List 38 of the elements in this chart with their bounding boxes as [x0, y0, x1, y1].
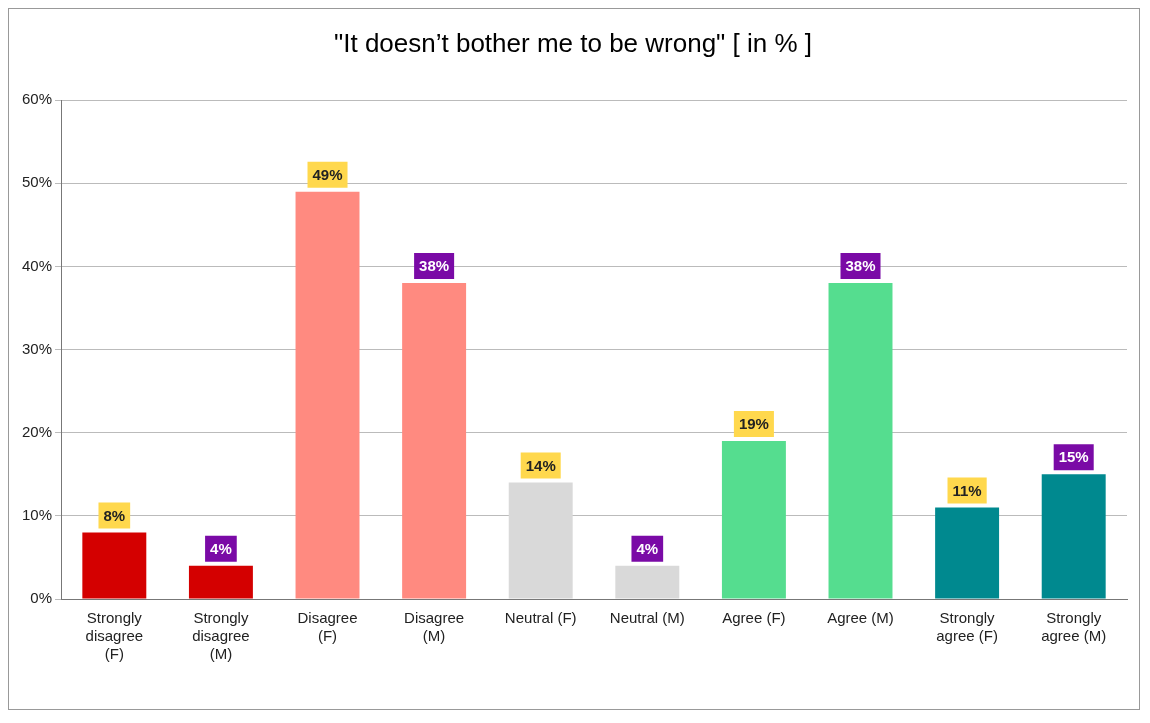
y-tick-label: 50% — [21, 173, 53, 191]
bar — [1041, 474, 1106, 599]
x-tick-label: Disagree (F) — [297, 609, 358, 645]
data-label: 49% — [312, 165, 343, 183]
bar — [935, 507, 1000, 599]
bar — [508, 482, 573, 599]
bar — [402, 283, 467, 599]
bar — [82, 532, 147, 599]
bar — [721, 441, 786, 599]
y-tick-label: 20% — [21, 422, 53, 440]
x-tick-label: Agree (F) — [722, 609, 786, 627]
data-label: 11% — [952, 481, 982, 499]
data-label: 8% — [103, 506, 126, 524]
data-label: 19% — [738, 415, 769, 433]
y-tick-label: 30% — [21, 339, 53, 357]
bar — [188, 565, 253, 599]
x-tick-label: Strongly agree (F) — [936, 609, 998, 645]
data-label: 14% — [525, 456, 556, 474]
x-tick-label: Agree (M) — [827, 609, 894, 627]
x-tick-label: Neutral (M) — [609, 609, 685, 627]
data-label: 15% — [1058, 448, 1089, 466]
data-label: 4% — [636, 539, 659, 557]
data-label: 4% — [210, 539, 232, 557]
x-tick-label: Strongly agree (M) — [1041, 609, 1107, 645]
bar — [295, 191, 360, 599]
x-tick-label: Strongly disagree (M) — [192, 609, 250, 663]
y-tick-label: 40% — [21, 256, 53, 274]
y-tick-label: 0% — [30, 589, 53, 607]
x-tick-label: Neutral (F) — [504, 609, 577, 627]
y-tick-label: 10% — [21, 506, 53, 524]
bar — [828, 283, 893, 599]
data-label: 38% — [419, 257, 450, 275]
bar — [615, 565, 680, 599]
x-tick-label: Disagree (M) — [404, 609, 465, 645]
y-tick-label: 60% — [21, 90, 53, 108]
x-tick-label: Strongly disagree (F) — [85, 609, 144, 663]
chart-title: "It doesn’t bother me to be wrong" [ in % ] — [333, 27, 813, 58]
data-label: 38% — [845, 257, 876, 275]
